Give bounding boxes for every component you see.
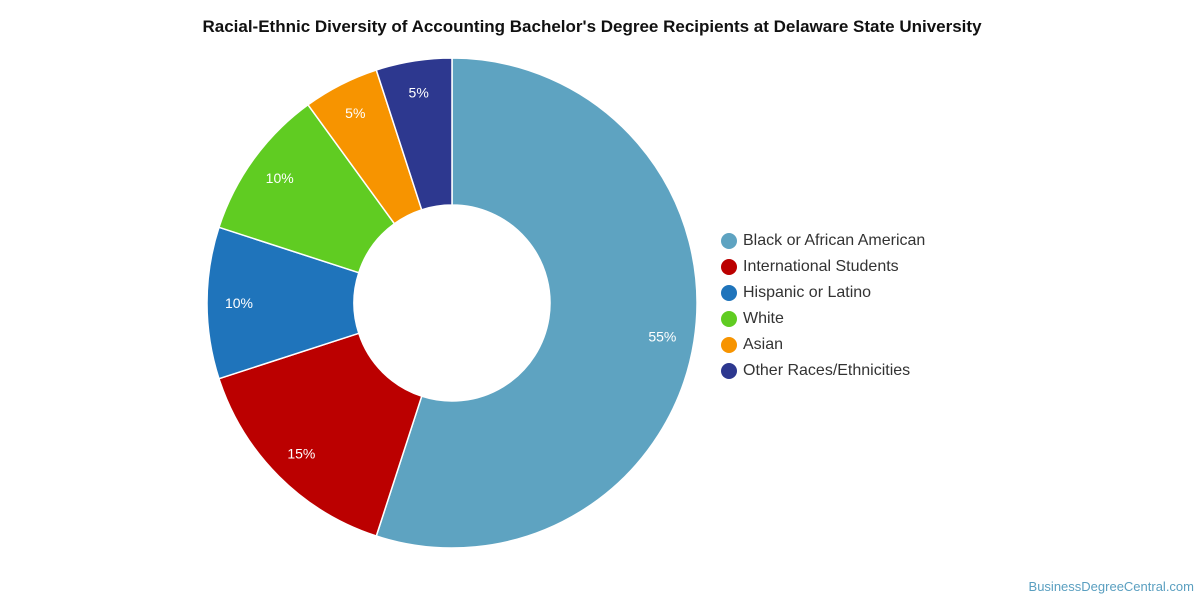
legend-label-5: Other Races/Ethnicities	[743, 362, 911, 379]
legend-item-2[interactable]: Hispanic or Latino	[721, 280, 925, 306]
donut-slice-5[interactable]	[375, 57, 453, 211]
chart-legend: Black or African American International S…	[721, 228, 925, 384]
slice-label-5: 5%	[409, 85, 429, 101]
legend-label-0: Black or African American	[743, 232, 926, 249]
slice-label-1: 15%	[287, 446, 315, 462]
legend-swatch-1	[721, 259, 737, 275]
legend-label-2: Hispanic or Latino	[743, 284, 872, 301]
legend-item-5[interactable]: Other Races/Ethnicities	[721, 358, 925, 384]
slice-label-0: 55%	[648, 328, 676, 344]
legend-item-1[interactable]: International Students	[721, 254, 925, 280]
slice-label-4: 5%	[345, 105, 365, 121]
source-credit[interactable]: BusinessDegreeCentral.com	[1028, 579, 1194, 594]
chart-title: Racial-Ethnic Diversity of Accounting Ba…	[202, 17, 982, 36]
legend-label-3: White	[743, 310, 784, 327]
legend-item-3[interactable]: White	[721, 306, 925, 332]
legend-swatch-2	[721, 285, 737, 301]
legend-swatch-4	[721, 337, 737, 353]
donut-slice-1[interactable]	[218, 332, 423, 537]
legend-label-1: International Students	[743, 258, 899, 275]
legend-swatch-5	[721, 363, 737, 379]
slice-label-2: 10%	[225, 295, 253, 311]
legend-swatch-3	[721, 311, 737, 327]
donut-slice-0[interactable]	[375, 57, 698, 549]
legend-label-4: Asian	[743, 336, 784, 353]
legend-item-4[interactable]: Asian	[721, 332, 925, 358]
legend-swatch-0	[721, 233, 737, 249]
slice-label-3: 10%	[266, 170, 294, 186]
legend-item-0[interactable]: Black or African American	[721, 228, 925, 254]
